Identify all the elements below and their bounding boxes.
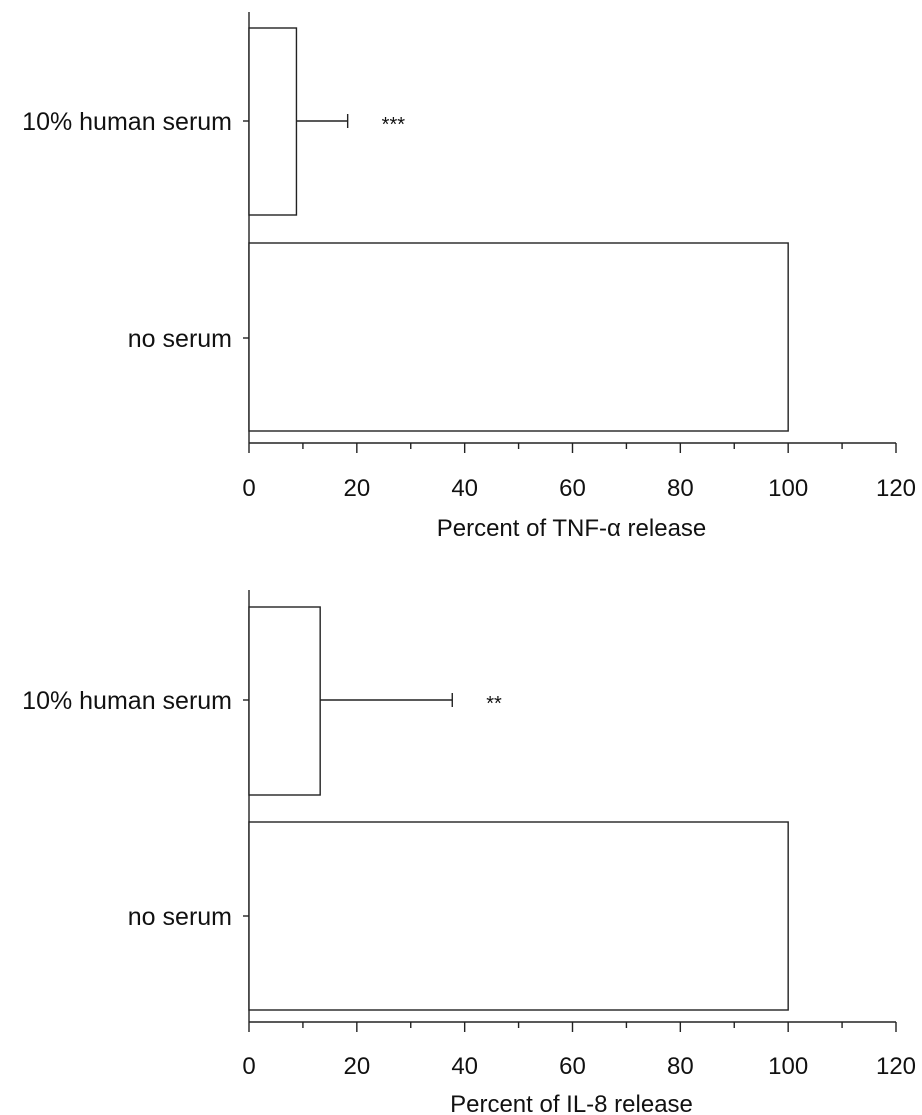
category-label: 10% human serum: [22, 108, 232, 136]
x-tick-label: 80: [667, 475, 694, 502]
x-tick-label: 20: [343, 475, 370, 502]
significance-label: **: [486, 693, 502, 715]
x-tick-label: 0: [242, 1053, 255, 1080]
il8-chart: 0 20 40 60 80 100 120 Percent of IL-8 release 10…: [22, 590, 916, 1115]
x-tick-label: 60: [559, 1053, 586, 1080]
significance-label: ***: [382, 114, 406, 136]
bar: [248, 27, 298, 216]
tnf-alpha-chart: 0 20 40 60 80 100 120 Percent of TNF-α release 1…: [22, 12, 916, 542]
category-label: 10% human serum: [22, 687, 232, 715]
x-tick-label: 80: [667, 1053, 694, 1080]
x-axis-title: Percent of IL-8 release: [450, 1091, 693, 1115]
x-tick-label: 120: [876, 475, 916, 502]
bar: [248, 821, 789, 1011]
x-tick-label: 40: [451, 475, 478, 502]
x-tick-label: 100: [768, 475, 808, 502]
x-tick-label: 0: [242, 475, 255, 502]
bar: [248, 606, 321, 796]
x-tick-label: 20: [343, 1053, 370, 1080]
category-label: no serum: [128, 325, 232, 353]
category-label: no serum: [128, 903, 232, 931]
x-axis-title: Percent of TNF-α release: [437, 515, 707, 542]
x-tick-label: 40: [451, 1053, 478, 1080]
x-tick-label: 60: [559, 475, 586, 502]
bar: [248, 242, 789, 432]
x-tick-label: 120: [876, 1053, 916, 1080]
x-tick-label: 100: [768, 1053, 808, 1080]
